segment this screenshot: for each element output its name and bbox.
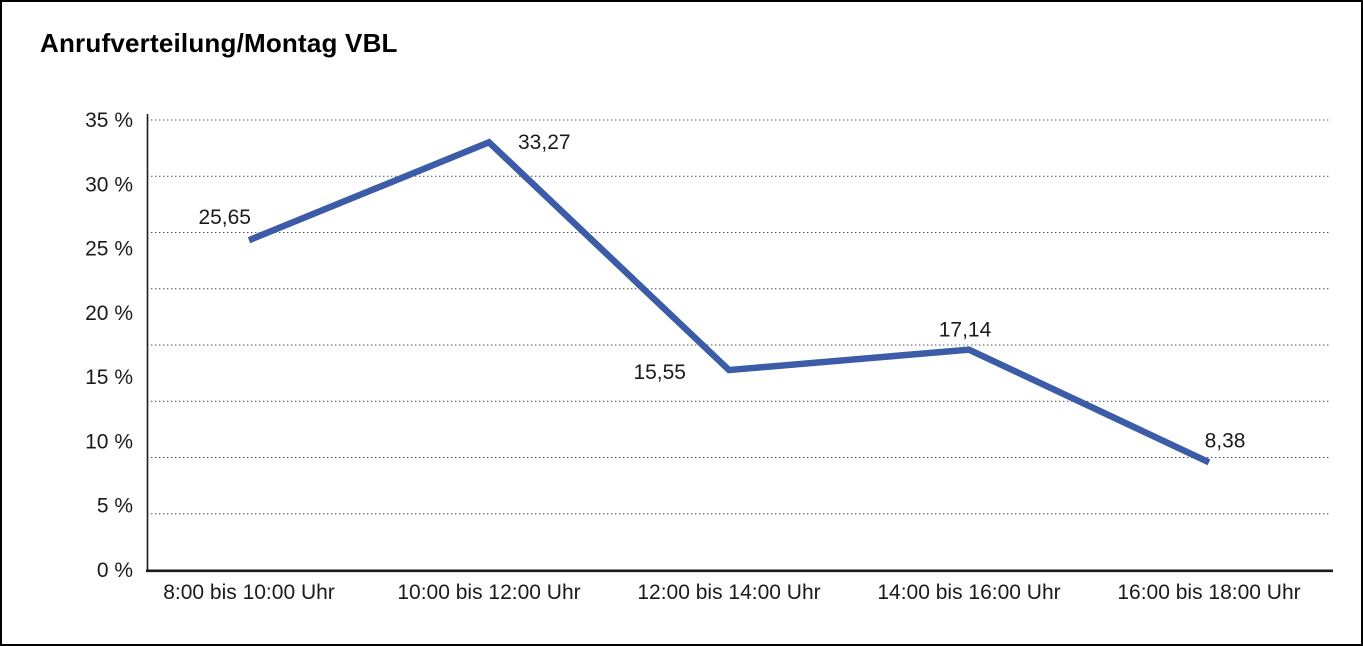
x-category-label: 14:00 bis 16:00 Uhr: [877, 581, 1060, 604]
chart-title: Anrufverteilung/Montag VBL: [40, 28, 398, 58]
data-point-label: 25,65: [198, 206, 251, 229]
y-tick-label: 25 %: [85, 238, 133, 261]
y-tick-label: 20 %: [85, 302, 133, 325]
x-category-label: 8:00 bis 10:00 Uhr: [163, 581, 335, 604]
x-category-label: 16:00 bis 18:00 Uhr: [1117, 581, 1300, 604]
y-tick-label: 10 %: [85, 430, 133, 453]
data-point-label: 33,27: [518, 131, 571, 154]
data-point-label: 15,55: [633, 361, 686, 384]
data-line: [247, 138, 1211, 466]
data-point-label: 17,14: [939, 319, 992, 342]
y-tick-label: 5 %: [97, 495, 133, 518]
x-category-label: 12:00 bis 14:00 Uhr: [637, 581, 820, 604]
y-tick-label: 30 %: [85, 173, 133, 196]
y-tick-label: 0 %: [97, 559, 133, 582]
y-tick-label: 15 %: [85, 366, 133, 389]
data-point-label: 8,38: [1205, 429, 1246, 452]
x-category-label: 10:00 bis 12:00 Uhr: [397, 581, 580, 604]
y-tick-label: 35 %: [85, 109, 133, 132]
